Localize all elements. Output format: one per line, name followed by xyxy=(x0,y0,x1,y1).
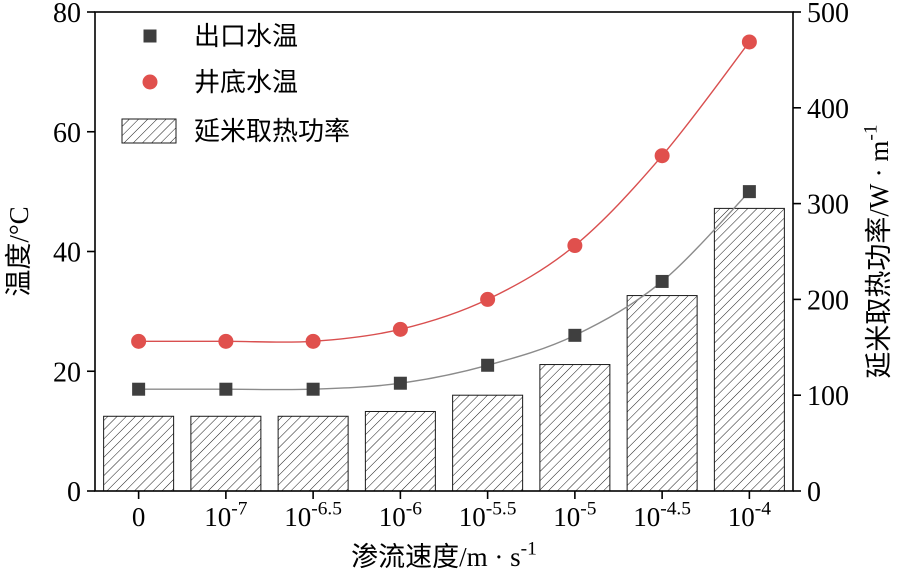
square-marker xyxy=(568,328,582,342)
bar xyxy=(713,207,785,492)
circle-marker xyxy=(567,238,583,254)
y-right-tick-label: 400 xyxy=(807,94,849,125)
line-series-bottomhole-temp xyxy=(131,34,757,349)
circle-marker xyxy=(218,333,234,349)
legend-label: 延米取热功率 xyxy=(194,117,350,146)
x-tick-label: 10-6 xyxy=(379,499,422,532)
y-right-tick-label: 100 xyxy=(807,381,849,412)
legend-item: 井底水温 xyxy=(142,68,298,97)
y-left-tick-label: 60 xyxy=(53,118,81,149)
axis-titles: 温度/°C 延米取热功率/W · m-1 渗流速度/m · s-1 xyxy=(4,124,894,572)
square-marker xyxy=(219,382,233,396)
y-right-tick-label: 0 xyxy=(807,477,821,508)
circle-marker xyxy=(131,333,147,349)
legend-circle-marker xyxy=(142,74,158,90)
bar xyxy=(539,364,611,492)
x-tick-label: 10-4.5 xyxy=(633,499,691,532)
bar xyxy=(626,295,698,492)
y-left-tick-label: 0 xyxy=(67,477,81,508)
x-tick-label: 10-5.5 xyxy=(459,499,517,532)
square-marker xyxy=(655,274,669,288)
y-right-tick-label: 500 xyxy=(807,0,849,29)
legend-item: 延米取热功率 xyxy=(121,117,350,146)
y-left-axis-title: 温度/°C xyxy=(4,206,34,296)
line-series-outlet-temp xyxy=(132,185,756,396)
legend-hatch-swatch xyxy=(121,118,177,144)
bar xyxy=(364,410,436,492)
y-right-axis-title: 延米取热功率/W · m-1 xyxy=(861,124,894,378)
square-marker xyxy=(481,358,495,372)
square-marker xyxy=(306,382,320,396)
y-left-tick-label: 20 xyxy=(53,357,81,388)
bar xyxy=(190,415,262,492)
bar xyxy=(103,415,175,492)
circle-marker xyxy=(741,34,757,50)
circle-marker xyxy=(305,333,321,349)
x-tick-label: 10-5 xyxy=(553,499,596,532)
y-left-tick-label: 40 xyxy=(53,238,81,269)
x-tick-label: 10-6.5 xyxy=(284,499,342,532)
circle-marker xyxy=(654,148,670,164)
y-left-tick-label: 80 xyxy=(53,0,81,29)
x-tick-label: 10-4 xyxy=(728,499,771,532)
circle-marker xyxy=(392,321,408,337)
square-marker xyxy=(393,376,407,390)
square-marker xyxy=(742,185,756,199)
x-axis-title: 渗流速度/m · s-1 xyxy=(351,539,537,572)
legend-label: 井底水温 xyxy=(194,68,298,97)
legend-square-marker xyxy=(143,29,157,43)
y-right-tick-label: 200 xyxy=(807,285,849,316)
bar-series-power xyxy=(103,207,785,492)
bar xyxy=(277,415,349,492)
bar xyxy=(452,394,524,492)
y-right-tick-label: 300 xyxy=(807,190,849,221)
plot-frame: 0 20 40 60 80 0 100 200 300 400 500 0 10-7 10-6.5 10-6… xyxy=(53,0,849,532)
x-tick-label: 0 xyxy=(132,502,146,532)
x-tick-label: 10-7 xyxy=(204,499,247,532)
circle-marker xyxy=(480,291,496,307)
square-marker xyxy=(132,382,146,396)
legend-item: 出口水温 xyxy=(143,22,298,51)
legend-label: 出口水温 xyxy=(194,22,298,51)
